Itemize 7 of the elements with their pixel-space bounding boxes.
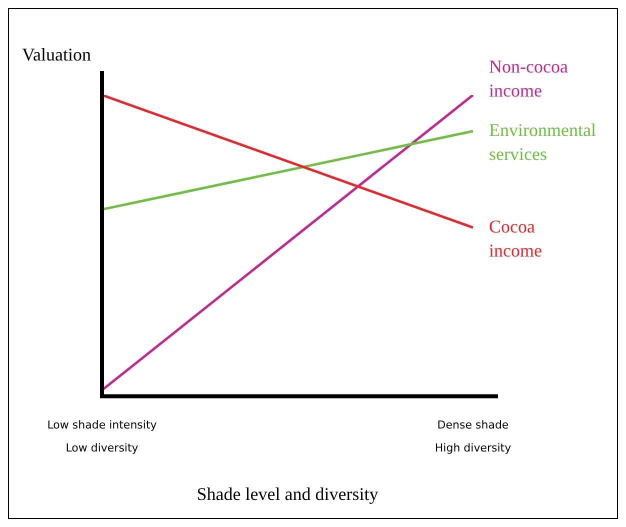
x-tick-label: Dense shade High diversity — [434, 418, 512, 455]
series-label: Cocoa income — [489, 216, 542, 260]
y-axis-title: Valuation — [22, 44, 91, 65]
series-label: Environmental services — [489, 120, 596, 164]
series-label: Non-cocoa income — [489, 56, 568, 101]
x-axis-title: Shade level and diversity — [196, 484, 378, 504]
x-tick-label: Low shade intensity Low diversity — [47, 418, 158, 455]
